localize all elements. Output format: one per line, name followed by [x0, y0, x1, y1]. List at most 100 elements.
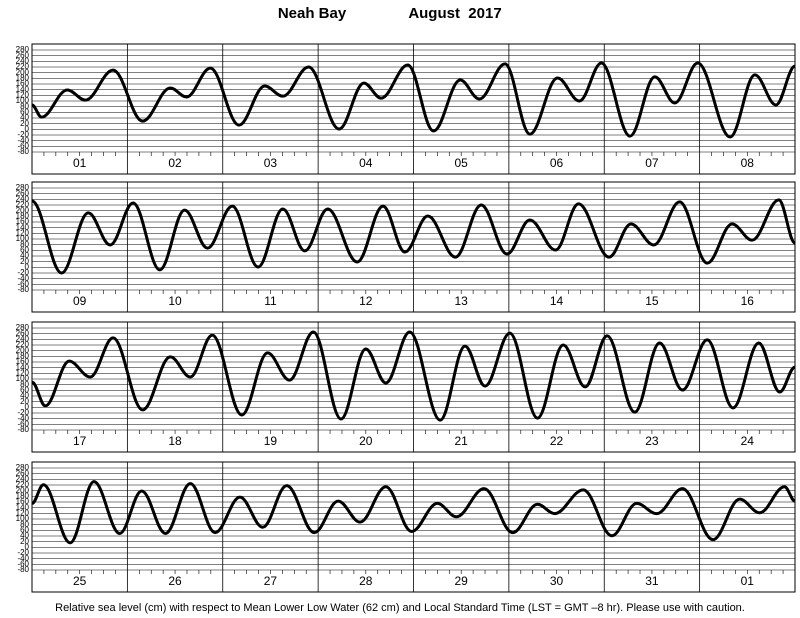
day-label: 20 [359, 434, 373, 448]
day-label: 14 [550, 294, 564, 308]
y-tick-label: -60 [17, 279, 29, 288]
y-tick-label: 140 [16, 363, 30, 372]
day-label: 25 [73, 574, 87, 588]
y-tick-label: 240 [16, 194, 30, 203]
day-label: 15 [645, 294, 659, 308]
day-label: 04 [359, 156, 373, 170]
y-tick-label: -40 [17, 414, 29, 423]
tide-curve [31, 480, 796, 545]
y-tick-label: 180 [16, 73, 30, 82]
day-label: 12 [359, 294, 373, 308]
y-tick-label: 0 [25, 124, 30, 133]
day-label: 29 [455, 574, 469, 588]
y-tick-label: 280 [16, 463, 30, 472]
y-tick-label: 60 [20, 107, 29, 116]
chart-title: Neah Bay [278, 5, 347, 22]
y-tick-label: 20 [20, 397, 29, 406]
y-tick-label: 120 [16, 90, 30, 99]
y-tick-label: 100 [16, 234, 30, 243]
y-tick-label: 20 [20, 537, 29, 546]
y-tick-label: 200 [16, 486, 30, 495]
day-label: 13 [455, 294, 469, 308]
y-tick-label: 220 [16, 340, 30, 349]
y-tick-label: 60 [20, 245, 29, 254]
day-label: 18 [168, 434, 182, 448]
y-tick-label: -80 [17, 285, 29, 294]
tide-curve [31, 198, 797, 275]
y-tick-label: -20 [17, 408, 29, 417]
day-label: 11 [264, 294, 277, 308]
day-label: 07 [645, 156, 659, 170]
day-label: 26 [168, 574, 182, 588]
day-label: 09 [73, 294, 87, 308]
y-tick-label: 140 [16, 503, 30, 512]
day-label: 17 [73, 434, 87, 448]
y-tick-label: 240 [16, 474, 30, 483]
y-tick-label: 80 [20, 380, 29, 389]
y-tick-label: 200 [16, 346, 30, 355]
y-tick-label: 80 [20, 102, 29, 111]
y-tick-label: 120 [16, 368, 30, 377]
y-tick-label: 140 [16, 223, 30, 232]
y-tick-label: 120 [16, 228, 30, 237]
y-tick-label: -80 [17, 147, 29, 156]
day-label: 27 [264, 574, 278, 588]
day-label: 10 [168, 294, 182, 308]
y-tick-label: -60 [17, 559, 29, 568]
day-label: 03 [264, 156, 278, 170]
day-label: 08 [741, 156, 755, 170]
y-tick-label: 140 [16, 85, 30, 94]
chart-subtitle: August 2017 [408, 5, 501, 22]
day-label: 21 [455, 434, 469, 448]
y-tick-label: 220 [16, 200, 30, 209]
y-tick-label: 180 [16, 491, 30, 500]
y-tick-label: 160 [16, 497, 30, 506]
y-tick-label: -60 [17, 419, 29, 428]
y-tick-label: 260 [16, 189, 30, 198]
y-tick-label: 60 [20, 525, 29, 534]
y-tick-label: 280 [16, 45, 30, 54]
y-tick-label: 100 [16, 514, 30, 523]
y-tick-label: 160 [16, 217, 30, 226]
y-tick-label: 160 [16, 357, 30, 366]
y-tick-label: 240 [16, 56, 30, 65]
day-label: 06 [550, 156, 564, 170]
tide-curve [31, 61, 796, 139]
y-tick-label: 80 [20, 520, 29, 529]
y-tick-label: -80 [17, 565, 29, 574]
y-tick-label: -60 [17, 141, 29, 150]
y-tick-label: -40 [17, 136, 29, 145]
y-tick-label: 40 [20, 531, 29, 540]
y-tick-label: 20 [20, 119, 29, 128]
y-tick-label: 260 [16, 51, 30, 60]
caption: Relative sea level (cm) with respect to … [55, 602, 745, 614]
y-tick-label: -20 [17, 130, 29, 139]
day-label: 24 [741, 434, 755, 448]
day-label: 02 [168, 156, 182, 170]
y-tick-label: 80 [20, 240, 29, 249]
y-tick-label: -20 [17, 548, 29, 557]
y-tick-label: -40 [17, 274, 29, 283]
y-tick-label: 100 [16, 96, 30, 105]
y-tick-label: 180 [16, 351, 30, 360]
y-tick-label: 40 [20, 391, 29, 400]
y-tick-label: 200 [16, 206, 30, 215]
y-tick-label: 100 [16, 374, 30, 383]
y-tick-label: 120 [16, 508, 30, 517]
y-tick-label: 200 [16, 68, 30, 77]
y-tick-label: 0 [25, 262, 30, 271]
y-tick-label: 220 [16, 62, 30, 71]
day-label: 31 [645, 574, 659, 588]
day-label: 22 [550, 434, 564, 448]
day-label: 30 [550, 574, 564, 588]
y-tick-label: 220 [16, 480, 30, 489]
day-label: 16 [741, 294, 755, 308]
y-tick-label: 260 [16, 469, 30, 478]
y-tick-label: 280 [16, 183, 30, 192]
y-tick-label: 40 [20, 251, 29, 260]
y-tick-label: 20 [20, 257, 29, 266]
y-tick-label: 60 [20, 385, 29, 394]
tide-curve [31, 330, 796, 422]
y-tick-label: 180 [16, 211, 30, 220]
y-tick-label: -40 [17, 554, 29, 563]
